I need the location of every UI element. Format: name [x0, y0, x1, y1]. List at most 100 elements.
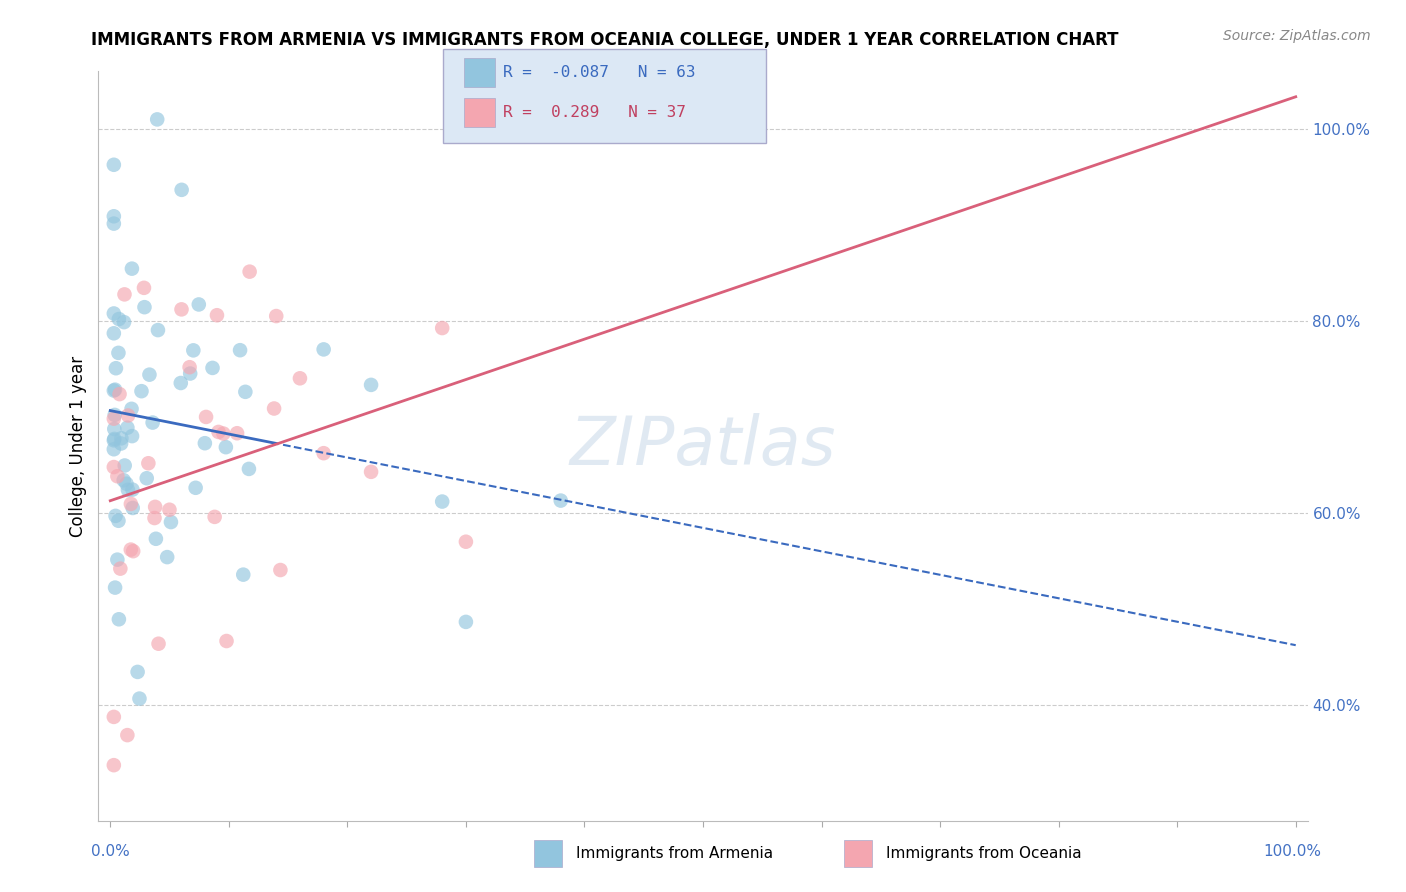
Point	[103, 432, 125, 446]
Point	[135, 471, 157, 485]
Point	[184, 481, 207, 495]
Point	[146, 112, 169, 127]
Text: Source: ZipAtlas.com: Source: ZipAtlas.com	[1223, 29, 1371, 43]
Point	[194, 436, 217, 450]
Point	[120, 542, 142, 557]
Point	[108, 312, 131, 326]
Point	[312, 446, 335, 460]
Point	[187, 297, 209, 311]
Point	[117, 483, 139, 497]
Point	[235, 384, 257, 399]
Point	[215, 634, 238, 648]
Point	[232, 567, 254, 582]
Point	[269, 563, 291, 577]
Point	[121, 500, 143, 515]
Point	[114, 287, 136, 301]
Text: Immigrants from Oceania: Immigrants from Oceania	[886, 847, 1081, 861]
Point	[112, 473, 135, 487]
Point	[212, 426, 235, 441]
Point	[263, 401, 285, 416]
Point	[195, 409, 218, 424]
Point	[360, 377, 382, 392]
Text: ZIPatlas: ZIPatlas	[569, 413, 837, 479]
Point	[156, 550, 179, 565]
Point	[146, 323, 169, 337]
Point	[103, 209, 125, 223]
Point	[107, 346, 129, 360]
Point	[550, 493, 572, 508]
Point	[179, 360, 201, 375]
Point	[142, 416, 165, 430]
Point	[103, 411, 125, 425]
Point	[103, 217, 125, 231]
Point	[104, 361, 127, 376]
Point	[108, 387, 131, 401]
Point	[132, 281, 155, 295]
Point	[312, 343, 335, 357]
Point	[121, 429, 143, 443]
Text: 100.0%: 100.0%	[1264, 845, 1322, 859]
Point	[117, 420, 139, 434]
Point	[103, 710, 125, 724]
Point	[104, 508, 127, 523]
Point	[112, 315, 135, 329]
Point	[128, 691, 150, 706]
Point	[226, 426, 249, 441]
Point	[103, 442, 125, 457]
Point	[103, 158, 125, 172]
Point	[103, 460, 125, 475]
Point	[454, 534, 477, 549]
Point	[138, 456, 160, 470]
Point	[105, 552, 128, 566]
Point	[160, 515, 183, 529]
Point	[360, 465, 382, 479]
Text: 0.0%: 0.0%	[91, 845, 131, 859]
Point	[121, 483, 143, 497]
Point	[131, 384, 153, 399]
Point	[104, 408, 127, 422]
Point	[117, 409, 139, 423]
Text: Immigrants from Armenia: Immigrants from Armenia	[576, 847, 773, 861]
Point	[134, 300, 156, 314]
Point	[239, 265, 262, 279]
Point	[103, 758, 125, 772]
Point	[179, 367, 201, 381]
Point	[114, 458, 136, 473]
Point	[108, 612, 131, 626]
Point	[117, 728, 139, 742]
Point	[148, 637, 170, 651]
Point	[121, 401, 143, 416]
Point	[110, 431, 132, 445]
Point	[105, 469, 128, 483]
Point	[145, 532, 167, 546]
Text: R =  -0.087   N = 63: R = -0.087 N = 63	[503, 65, 696, 80]
Point	[103, 422, 125, 436]
Point	[170, 376, 193, 390]
Point	[215, 440, 238, 454]
Point	[143, 511, 166, 525]
Point	[107, 514, 129, 528]
Point	[207, 425, 229, 439]
Point	[454, 615, 477, 629]
Point	[170, 302, 193, 317]
Text: R =  0.289   N = 37: R = 0.289 N = 37	[503, 105, 686, 120]
Point	[127, 665, 149, 679]
Y-axis label: College, Under 1 year: College, Under 1 year	[69, 355, 87, 537]
Point	[122, 544, 145, 558]
Point	[103, 306, 125, 320]
Point	[288, 371, 311, 385]
Point	[159, 502, 181, 516]
Point	[170, 183, 193, 197]
Point	[138, 368, 160, 382]
Point	[432, 321, 454, 335]
Text: IMMIGRANTS FROM ARMENIA VS IMMIGRANTS FROM OCEANIA COLLEGE, UNDER 1 YEAR CORRELA: IMMIGRANTS FROM ARMENIA VS IMMIGRANTS FR…	[91, 31, 1119, 49]
Point	[121, 261, 143, 276]
Point	[201, 360, 224, 375]
Point	[104, 581, 127, 595]
Point	[143, 500, 166, 514]
Point	[120, 497, 142, 511]
Point	[103, 326, 125, 341]
Point	[264, 309, 287, 323]
Point	[229, 343, 252, 358]
Point	[432, 494, 454, 508]
